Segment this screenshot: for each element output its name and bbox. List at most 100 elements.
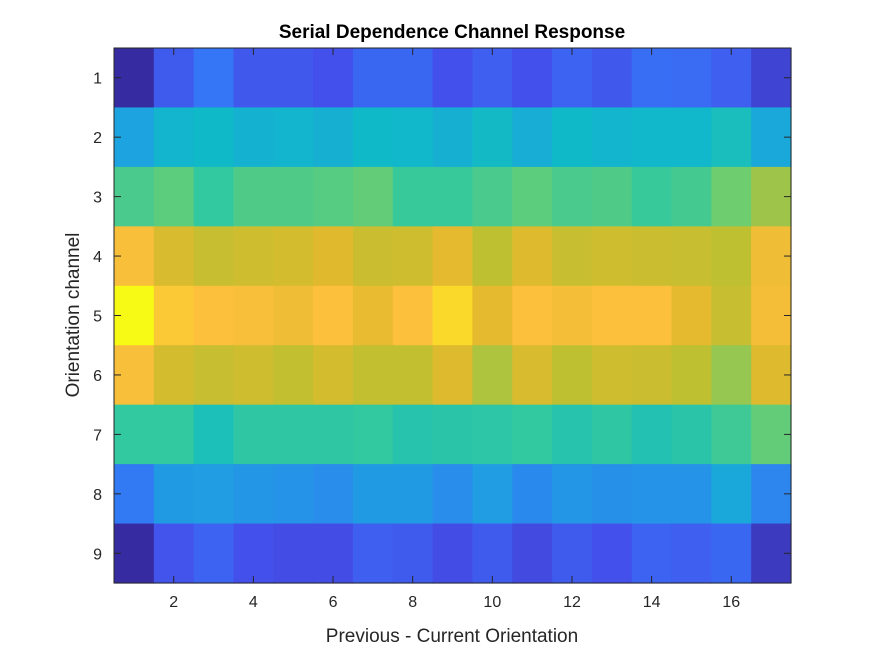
heatmap-cell: [631, 285, 673, 346]
heatmap-cell: [591, 48, 633, 109]
heatmap-cell: [631, 345, 673, 406]
heatmap-cell: [392, 285, 434, 346]
heatmap-cell: [313, 166, 354, 227]
x-tick-label: 2: [169, 594, 178, 611]
x-tick-labels: 2 4 6 8 10 12 14 16: [169, 594, 740, 611]
heatmap-cell: [552, 523, 593, 584]
heatmap-cell: [432, 166, 474, 227]
y-tick-label: 2: [93, 130, 102, 147]
heatmap-cell: [512, 345, 553, 406]
heatmap-cell: [313, 285, 354, 346]
y-tick-label: 8: [93, 487, 102, 504]
heatmap-cell: [313, 107, 354, 168]
heatmap-cell: [711, 166, 752, 227]
heatmap-cell: [313, 464, 354, 525]
heatmap-cell: [432, 345, 474, 406]
heatmap-cell: [512, 226, 553, 287]
heatmap-cell: [512, 285, 553, 346]
heatmap-cell: [313, 226, 354, 287]
heatmap-cell: [591, 464, 633, 525]
heatmap-cell: [352, 345, 394, 406]
heatmap-cell: [153, 226, 195, 287]
heatmap-cell: [472, 285, 513, 346]
heatmap-cell: [273, 285, 314, 346]
heatmap-cell: [273, 166, 314, 227]
x-tick-label: 4: [249, 594, 258, 611]
heatmap-cell: [193, 48, 235, 109]
heatmap-cell: [273, 226, 314, 287]
axis-ticks: [114, 48, 791, 583]
heatmap-cell: [671, 464, 712, 525]
heatmap-cell: [193, 345, 235, 406]
x-tick-label: 16: [722, 594, 740, 611]
heatmap-cell: [432, 226, 474, 287]
heatmap-cell: [711, 285, 752, 346]
heatmap-cell: [671, 107, 712, 168]
chart-title: Serial Dependence Channel Response: [279, 22, 625, 43]
heatmap-cells: [114, 48, 792, 584]
heatmap-cell: [233, 107, 274, 168]
x-tick-label: 6: [329, 594, 338, 611]
heatmap-cell: [313, 523, 354, 584]
heatmap-cell: [392, 48, 434, 109]
heatmap-cell: [273, 107, 314, 168]
heatmap-cell: [432, 48, 474, 109]
x-tick-label: 8: [408, 594, 417, 611]
heatmap-cell: [352, 464, 394, 525]
heatmap-cell: [432, 404, 474, 465]
heatmap-cell: [233, 48, 274, 109]
heatmap-cell: [671, 48, 712, 109]
heatmap-cell: [313, 345, 354, 406]
y-tick-label: 7: [93, 427, 102, 444]
heatmap-cell: [711, 404, 752, 465]
heatmap-cell: [392, 226, 434, 287]
heatmap-cell: [711, 226, 752, 287]
heatmap-cell: [392, 404, 434, 465]
heatmap-cell: [432, 464, 474, 525]
heatmap-cell: [671, 404, 712, 465]
heatmap-cell: [153, 523, 195, 584]
heatmap-cell: [352, 285, 394, 346]
heatmap-cell: [472, 166, 513, 227]
heatmap-cell: [671, 226, 712, 287]
heatmap-cell: [273, 523, 314, 584]
heatmap-cell: [552, 404, 593, 465]
y-tick-labels: 1 2 3 4 5 6 7 8 9: [93, 71, 102, 564]
heatmap-cell: [153, 166, 195, 227]
heatmap-cell: [711, 107, 752, 168]
heatmap-cell: [392, 107, 434, 168]
heatmap-cell: [392, 464, 434, 525]
heatmap-cell: [273, 404, 314, 465]
x-tick-label: 14: [643, 594, 661, 611]
y-axis-label: Orientation channel: [63, 233, 84, 398]
heatmap-cell: [472, 48, 513, 109]
heatmap-cell: [591, 404, 633, 465]
y-tick-label: 6: [93, 368, 102, 385]
x-tick-label: 10: [483, 594, 501, 611]
x-tick-label: 12: [563, 594, 581, 611]
heatmap-cell: [313, 404, 354, 465]
heatmap-cell: [193, 285, 235, 346]
heatmap-cell: [153, 107, 195, 168]
heatmap-cell: [193, 107, 235, 168]
heatmap-cell: [631, 107, 673, 168]
heatmap-cell: [472, 107, 513, 168]
heatmap-cell: [432, 523, 474, 584]
heatmap-cell: [432, 285, 474, 346]
x-axis-label: Previous - Current Orientation: [326, 626, 578, 647]
heatmap-cell: [153, 285, 195, 346]
heatmap-cell: [233, 404, 274, 465]
heatmap-cell: [193, 404, 235, 465]
heatmap-cell: [711, 48, 752, 109]
heatmap-cell: [472, 523, 513, 584]
heatmap-cell: [552, 226, 593, 287]
heatmap-cell: [273, 345, 314, 406]
heatmap-cell: [432, 107, 474, 168]
heatmap-cell: [273, 464, 314, 525]
heatmap-cell: [313, 48, 354, 109]
heatmap-cell: [233, 226, 274, 287]
heatmap-cell: [233, 523, 274, 584]
y-tick-label: 4: [93, 249, 102, 266]
y-tick-label: 9: [93, 546, 102, 563]
